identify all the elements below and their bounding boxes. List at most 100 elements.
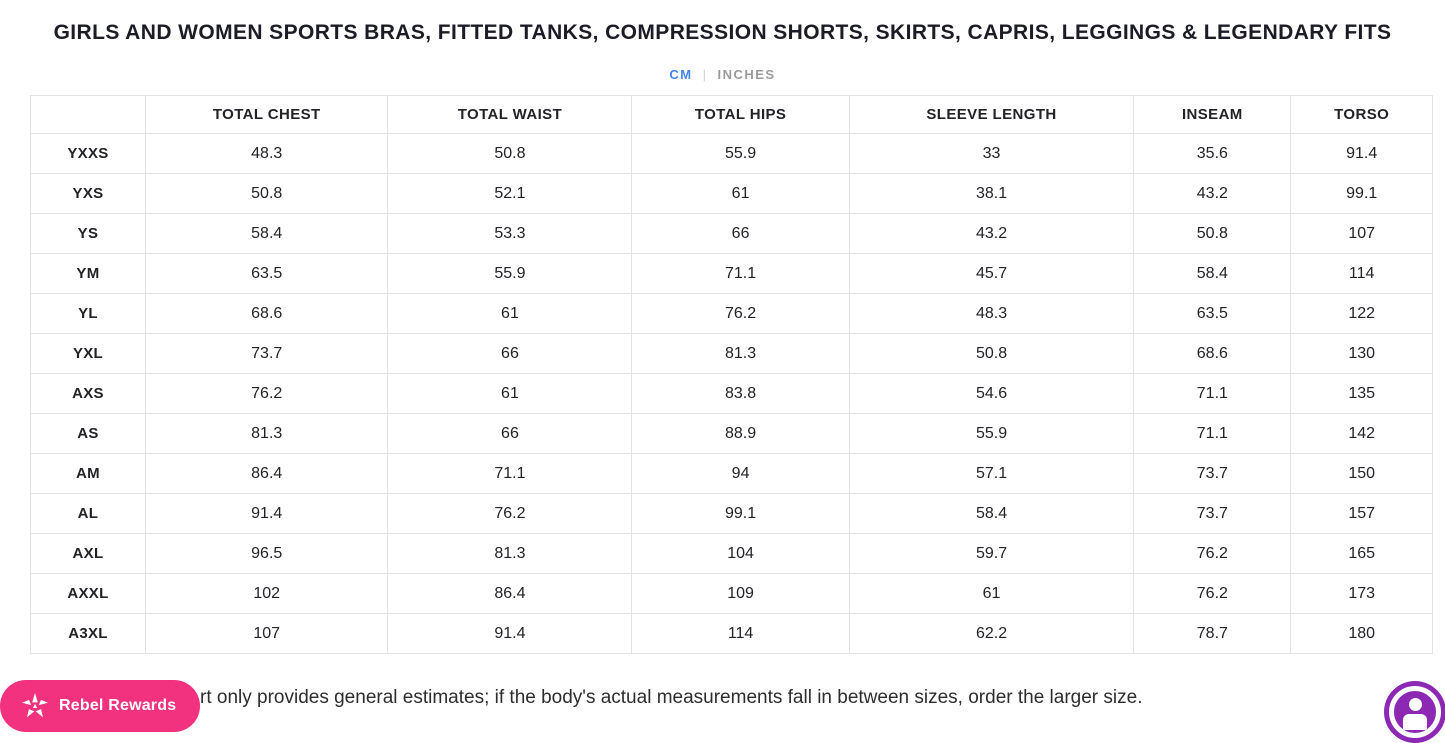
measurement-cell: 58.4: [848, 493, 1135, 534]
table-row: A3XL 107 91.4 114 62.2 78.7 180: [30, 613, 1433, 654]
size-label: YS: [30, 213, 146, 254]
measurement-cell: 99.1: [1290, 173, 1433, 214]
measurement-cell: 61: [387, 373, 633, 414]
size-label: YXXS: [30, 133, 146, 174]
measurement-cell: 54.6: [848, 373, 1135, 414]
measurement-cell: 48.3: [144, 133, 389, 174]
measurement-cell: 38.1: [848, 173, 1135, 214]
measurement-cell: 71.1: [1133, 373, 1292, 414]
measurement-cell: 48.3: [848, 293, 1135, 334]
measurement-cell: 130: [1290, 333, 1433, 374]
rebel-rewards-button[interactable]: Rebel Rewards: [0, 680, 201, 732]
measurement-cell: 73.7: [1133, 453, 1292, 494]
measurement-cell: 33: [848, 133, 1135, 174]
size-label: YXL: [30, 333, 146, 374]
measurement-cell: 102: [144, 573, 389, 614]
measurement-cell: 61: [631, 173, 850, 214]
measurement-cell: 107: [1290, 213, 1433, 254]
measurement-cell: 109: [631, 573, 850, 614]
size-label: YM: [30, 253, 146, 294]
measurement-cell: 86.4: [387, 573, 633, 614]
measurement-cell: 73.7: [1133, 493, 1292, 534]
measurement-cell: 180: [1290, 613, 1433, 654]
measurement-cell: 63.5: [144, 253, 389, 294]
rewards-label: Rebel Rewards: [59, 697, 177, 714]
size-label: AM: [30, 453, 146, 494]
measurement-cell: 73.7: [144, 333, 389, 374]
measurement-cell: 135: [1290, 373, 1433, 414]
accessibility-widget-button[interactable]: [1384, 681, 1445, 743]
size-label: YL: [30, 293, 146, 334]
measurement-cell: 114: [631, 613, 850, 654]
size-chart-table: TOTAL CHEST TOTAL WAIST TOTAL HIPS SLEEVE L…: [30, 95, 1433, 654]
column-header: TOTAL WAIST: [387, 95, 633, 134]
size-label: AXXL: [30, 573, 146, 614]
measurement-cell: 96.5: [144, 533, 389, 574]
column-header: TOTAL CHEST: [144, 95, 389, 134]
measurement-cell: 142: [1290, 413, 1433, 454]
measurement-cell: 53.3: [387, 213, 633, 254]
measurement-cell: 63.5: [1133, 293, 1292, 334]
measurement-cell: 50.8: [387, 133, 633, 174]
measurement-cell: 43.2: [848, 213, 1135, 254]
measurement-cell: 66: [387, 333, 633, 374]
size-label: A3XL: [30, 613, 146, 654]
measurement-cell: 71.1: [387, 453, 633, 494]
measurement-cell: 58.4: [144, 213, 389, 254]
unit-inches-button[interactable]: INCHES: [717, 67, 776, 82]
measurement-cell: 35.6: [1133, 133, 1292, 174]
unit-cm-button[interactable]: CM: [669, 67, 693, 82]
size-label: AL: [30, 493, 146, 534]
column-header: INSEAM: [1133, 95, 1292, 134]
measurement-cell: 104: [631, 533, 850, 574]
measurement-cell: 62.2: [848, 613, 1135, 654]
measurement-cell: 57.1: [848, 453, 1135, 494]
measurement-cell: 55.9: [848, 413, 1135, 454]
measurement-cell: 76.2: [1133, 573, 1292, 614]
table-row: YM 63.5 55.9 71.1 45.7 58.4 114: [30, 253, 1433, 294]
size-label: YXS: [30, 173, 146, 214]
column-header: TOTAL HIPS: [631, 95, 850, 134]
measurement-cell: 50.8: [144, 173, 389, 214]
measurement-cell: 52.1: [387, 173, 633, 214]
column-header: TORSO: [1290, 95, 1433, 134]
measurement-cell: 91.4: [1290, 133, 1433, 174]
page-title: GIRLS AND WOMEN SPORTS BRAS, FITTED TANK…: [53, 21, 1392, 44]
measurement-cell: 55.9: [631, 133, 850, 174]
measurement-cell: 76.2: [1133, 533, 1292, 574]
star-icon: [22, 693, 48, 718]
measurement-cell: 107: [144, 613, 389, 654]
measurement-cell: 81.3: [631, 333, 850, 374]
size-label: AXL: [30, 533, 146, 574]
measurement-cell: 99.1: [631, 493, 850, 534]
measurement-cell: 71.1: [631, 253, 850, 294]
size-chart-body: YXXS 48.3 50.8 55.9 33 35.6 91.4 YXS 50.8 52.1 61 3…: [30, 133, 1433, 654]
measurement-cell: 50.8: [848, 333, 1135, 374]
measurement-cell: 59.7: [848, 533, 1135, 574]
measurement-cell: 76.2: [631, 293, 850, 334]
measurement-cell: 86.4: [144, 453, 389, 494]
measurement-cell: 78.7: [1133, 613, 1292, 654]
measurement-cell: 81.3: [387, 533, 633, 574]
size-label: AS: [30, 413, 146, 454]
table-row: AXXL 102 86.4 109 61 76.2 173: [30, 573, 1433, 614]
unit-toggle: CM | INCHES: [0, 67, 1445, 82]
measurement-cell: 71.1: [1133, 413, 1292, 454]
table-row: YXL 73.7 66 81.3 50.8 68.6 130: [30, 333, 1433, 374]
measurement-cell: 66: [631, 213, 850, 254]
table-row: YS 58.4 53.3 66 43.2 50.8 107: [30, 213, 1433, 254]
size-label: AXS: [30, 373, 146, 414]
measurement-cell: 68.6: [144, 293, 389, 334]
table-row: YL 68.6 61 76.2 48.3 63.5 122: [30, 293, 1433, 334]
measurement-cell: 81.3: [144, 413, 389, 454]
column-header: SLEEVE LENGTH: [848, 95, 1135, 134]
measurement-cell: 150: [1290, 453, 1433, 494]
size-chart-footnote: rt only provides general estimates; if t…: [200, 687, 1143, 708]
table-row: AS 81.3 66 88.9 55.9 71.1 142: [30, 413, 1433, 454]
measurement-cell: 55.9: [387, 253, 633, 294]
measurement-cell: 173: [1290, 573, 1433, 614]
measurement-cell: 88.9: [631, 413, 850, 454]
table-row: AM 86.4 71.1 94 57.1 73.7 150: [30, 453, 1433, 494]
measurement-cell: 157: [1290, 493, 1433, 534]
table-row: AL 91.4 76.2 99.1 58.4 73.7 157: [30, 493, 1433, 534]
